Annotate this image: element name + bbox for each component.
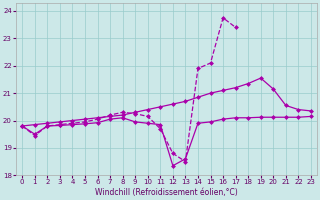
- X-axis label: Windchill (Refroidissement éolien,°C): Windchill (Refroidissement éolien,°C): [95, 188, 238, 197]
